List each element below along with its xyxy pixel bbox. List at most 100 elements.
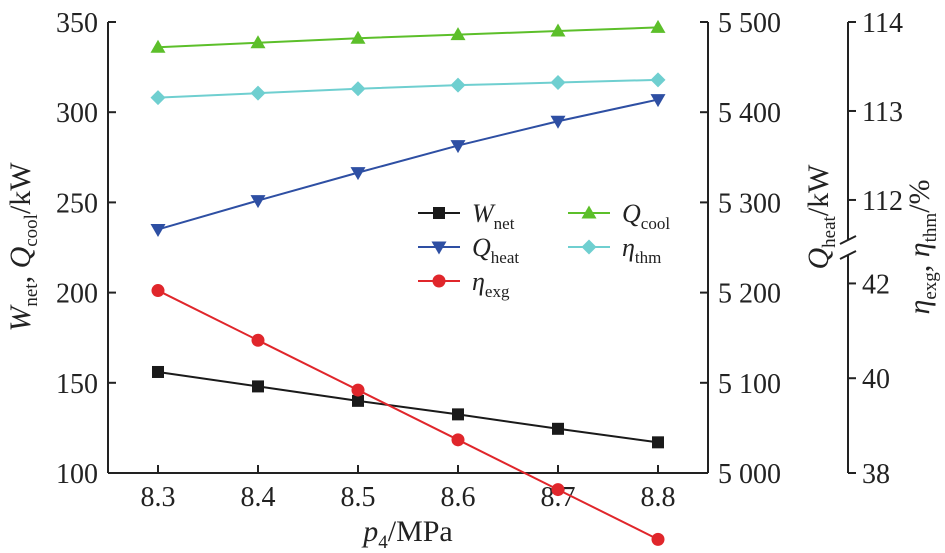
point-q-cool xyxy=(450,27,466,41)
point-w-net xyxy=(252,380,264,393)
legend-item-w-net: Wnet xyxy=(418,199,515,233)
right2-tick-label: 113 xyxy=(862,97,903,128)
label-symbol: Q xyxy=(4,246,37,268)
point-q-heat xyxy=(350,167,366,181)
point-q-heat xyxy=(450,140,466,154)
label-sep: , xyxy=(4,268,37,283)
point-w-net xyxy=(152,365,164,378)
point-eta-exg xyxy=(151,284,165,298)
label-sep: , xyxy=(903,257,936,272)
right1-tick-label: 5 400 xyxy=(718,98,781,129)
left-tick-label: 100 xyxy=(56,459,98,490)
left-tick-label: 250 xyxy=(56,188,98,219)
right2-tick-label: 42 xyxy=(862,269,890,300)
y-axis-label-right1: Qheat/kW xyxy=(802,164,840,270)
x-tick-label: 8.4 xyxy=(241,482,276,513)
right2-tick-label: 38 xyxy=(862,459,890,490)
series-line-eta-exg xyxy=(157,289,659,541)
legend-marker xyxy=(432,274,446,288)
legend-marker xyxy=(581,205,597,219)
label-sub: cool xyxy=(21,214,42,247)
y-axis-label-right2: ηexg, ηthm/% xyxy=(903,179,941,314)
x-tick-label: 8.6 xyxy=(441,482,476,513)
point-eta-exg xyxy=(551,483,565,497)
label-symbol: W xyxy=(4,304,37,332)
x-tick-label: 8.5 xyxy=(341,482,376,513)
label-unit: /kW xyxy=(4,162,37,214)
legend-label: ηthm xyxy=(622,233,661,267)
left-tick-label: 150 xyxy=(56,369,98,400)
point-eta-thm xyxy=(250,85,266,101)
left-tick-label: 200 xyxy=(56,279,98,310)
point-eta-thm xyxy=(650,72,666,88)
legend-label: ηexg xyxy=(472,267,510,301)
legend-item-eta-thm: ηthm xyxy=(568,233,661,267)
legend-label-sub: exg xyxy=(485,282,510,301)
right1-tick-label: 5 500 xyxy=(718,8,781,39)
x-axis-label: p4/MPa xyxy=(361,515,453,553)
label-symbol: p xyxy=(361,515,378,548)
label-unit: /kW xyxy=(802,164,835,216)
legend-marker xyxy=(433,207,445,219)
right2-tick-label: 40 xyxy=(862,364,890,395)
point-q-heat xyxy=(150,223,166,237)
left-tick-label: 300 xyxy=(56,98,98,129)
legend-marker xyxy=(581,239,597,255)
right2-tick-label: 114 xyxy=(862,8,903,39)
right2-tick-label: 112 xyxy=(862,186,903,217)
right1-tick-label: 5 200 xyxy=(718,279,781,310)
left-tick-label: 350 xyxy=(56,8,98,39)
legend-label-sub: net xyxy=(494,214,515,233)
point-q-cool xyxy=(350,30,366,44)
legend-label: Qheat xyxy=(472,233,519,267)
label-sub: heat xyxy=(819,215,840,247)
right1-tick-label: 5 100 xyxy=(718,369,781,400)
axis-break-mark xyxy=(839,235,857,245)
label-symbol: η xyxy=(903,300,936,315)
point-eta-exg xyxy=(251,333,265,347)
point-w-net xyxy=(452,408,464,421)
point-w-net xyxy=(352,394,364,407)
legend-marker xyxy=(431,241,447,255)
x-tick-label: 8.3 xyxy=(141,482,176,513)
point-eta-exg xyxy=(451,433,465,447)
right1-tick-label: 5 300 xyxy=(718,188,781,219)
point-q-cool xyxy=(650,19,666,33)
label-sub: net xyxy=(21,283,42,307)
series-line-w-net xyxy=(157,370,659,444)
x-tick-label: 8.8 xyxy=(641,482,676,513)
right1-tick-label: 5 000 xyxy=(718,459,781,490)
series-eta-thm xyxy=(150,72,666,106)
point-q-cool xyxy=(550,23,566,37)
series-line-q-heat xyxy=(157,98,659,231)
point-eta-thm xyxy=(550,75,566,91)
series-q-cool xyxy=(150,19,666,53)
series-line-q-cool xyxy=(157,26,659,49)
series-w-net xyxy=(152,365,664,449)
point-q-heat xyxy=(250,195,266,209)
series-q-heat xyxy=(150,94,666,237)
point-eta-thm xyxy=(350,81,366,97)
point-q-heat xyxy=(650,94,666,108)
label-unit: /MPa xyxy=(388,515,453,548)
label-sub: 4 xyxy=(378,532,388,553)
legend-item-q-cool: Qcool xyxy=(568,199,670,233)
point-q-cool xyxy=(250,35,266,49)
series-layer xyxy=(150,19,666,546)
series-eta-exg xyxy=(151,284,665,546)
axis-break-mark xyxy=(839,250,857,260)
point-q-heat xyxy=(550,115,566,129)
legend-item-eta-exg: ηexg xyxy=(418,267,510,301)
point-eta-thm xyxy=(450,77,466,93)
point-q-cool xyxy=(150,39,166,53)
point-eta-exg xyxy=(351,383,365,397)
legend-label-sub: cool xyxy=(641,214,671,233)
point-w-net xyxy=(552,422,564,435)
label-sub: thm xyxy=(920,213,941,243)
point-eta-exg xyxy=(651,532,665,546)
label-sub: exg xyxy=(920,272,941,300)
